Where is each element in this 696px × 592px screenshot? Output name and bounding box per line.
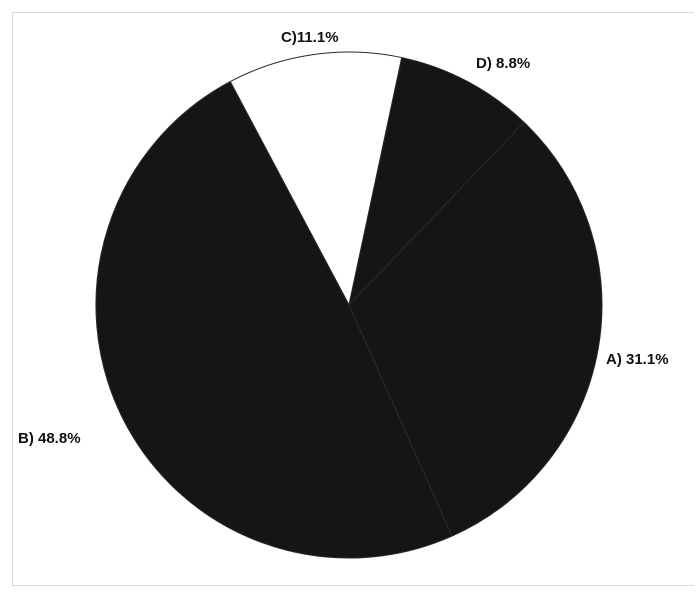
pie-labels: A) 31.1% B) 48.8% C)11.1% D) 8.8% <box>18 29 669 447</box>
pie-slice-d <box>348 56 525 307</box>
pie-label-c: C)11.1% <box>281 29 339 46</box>
pie-slice-b <box>95 80 453 559</box>
pie-slice-a <box>348 121 603 537</box>
pie-slices <box>95 51 603 559</box>
pie-label-a: A) 31.1% <box>606 351 669 368</box>
pie-label-d: D) 8.8% <box>476 55 530 72</box>
pie-label-b: B) 48.8% <box>18 430 81 447</box>
pie-slice-c <box>229 51 403 307</box>
